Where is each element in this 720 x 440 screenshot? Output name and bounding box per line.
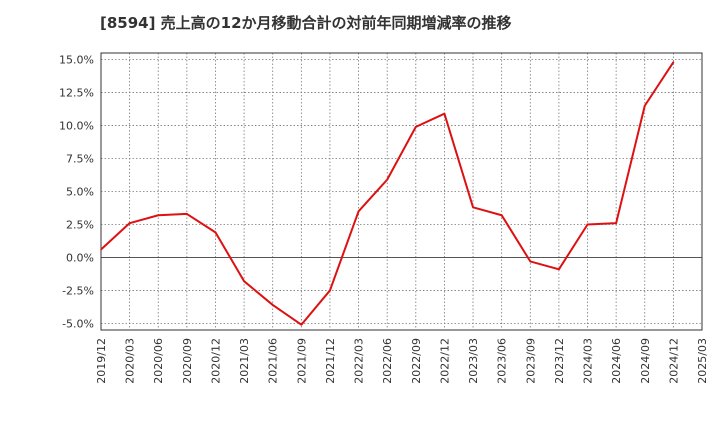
y-tick-label: 2.5%	[66, 218, 94, 231]
x-tick-label: 2022/12	[438, 338, 451, 384]
data-point	[615, 222, 617, 224]
x-tick-label: 2021/03	[238, 338, 251, 384]
x-tick-label: 2021/12	[324, 338, 337, 384]
data-point	[443, 112, 446, 115]
y-tick-label: 7.5%	[66, 153, 94, 166]
data-point	[643, 104, 646, 107]
data-point	[357, 210, 360, 213]
y-tick-label: 12.5%	[59, 87, 94, 100]
data-point	[529, 260, 532, 263]
y-tick-label: -5.0%	[62, 317, 94, 330]
grid-lines	[100, 53, 703, 330]
data-point	[672, 61, 675, 64]
x-tick-label: 2024/12	[667, 338, 680, 384]
data-point	[586, 223, 589, 226]
data-point	[329, 289, 331, 292]
chart-title: [8594] 売上高の12か月移動合計の対前年同期増減率の推移	[100, 14, 512, 32]
y-tick-label: 15.0%	[59, 54, 94, 67]
x-tick-label: 2024/09	[639, 338, 652, 384]
x-tick-label: 2022/09	[410, 338, 423, 384]
x-tick-label: 2022/03	[353, 338, 366, 384]
x-tick-label: 2024/03	[582, 338, 595, 384]
x-axis-ticks: 2019/12 2020/03 2020/06 2020/09 2020/12 2021/…	[95, 338, 709, 384]
y-tick-label: 10.0%	[59, 120, 94, 133]
x-tick-label: 2025/03	[696, 338, 709, 384]
x-tick-label: 2022/06	[381, 338, 394, 384]
data-point	[186, 213, 188, 215]
x-tick-label: 2021/09	[295, 338, 308, 384]
data-point	[271, 304, 274, 306]
x-tick-label: 2019/12	[95, 338, 108, 384]
data-point	[100, 248, 102, 251]
x-tick-label: 2024/06	[610, 338, 623, 384]
x-tick-label: 2020/06	[152, 338, 165, 384]
data-point	[243, 280, 245, 282]
x-tick-label: 2021/06	[267, 338, 280, 384]
series-layer	[100, 61, 675, 326]
data-point	[128, 222, 131, 224]
x-tick-label: 2023/09	[524, 338, 537, 384]
data-point	[214, 231, 217, 234]
y-tick-label: 5.0%	[66, 186, 94, 199]
x-tick-label: 2020/12	[209, 338, 222, 384]
x-tick-label: 2023/12	[553, 338, 566, 384]
plot-area-frame	[100, 52, 703, 331]
x-tick-label: 2023/06	[496, 338, 509, 384]
data-point	[472, 206, 474, 209]
y-tick-label: -2.5%	[62, 284, 94, 297]
data-point	[300, 323, 303, 326]
data-point	[157, 214, 160, 217]
x-tick-label: 2023/03	[467, 338, 480, 384]
x-tick-label: 2020/09	[181, 338, 194, 384]
data-point	[500, 214, 503, 217]
y-axis-ticks: -5.0% -2.5% 0.0% 2.5% 5.0% 7.5% 10.0% 12.5% 15.0…	[59, 54, 94, 331]
y-tick-label: 0.0%	[66, 251, 94, 264]
data-point	[558, 268, 560, 271]
data-point	[386, 178, 388, 181]
data-point	[415, 126, 417, 128]
x-tick-label: 2020/03	[124, 338, 137, 384]
